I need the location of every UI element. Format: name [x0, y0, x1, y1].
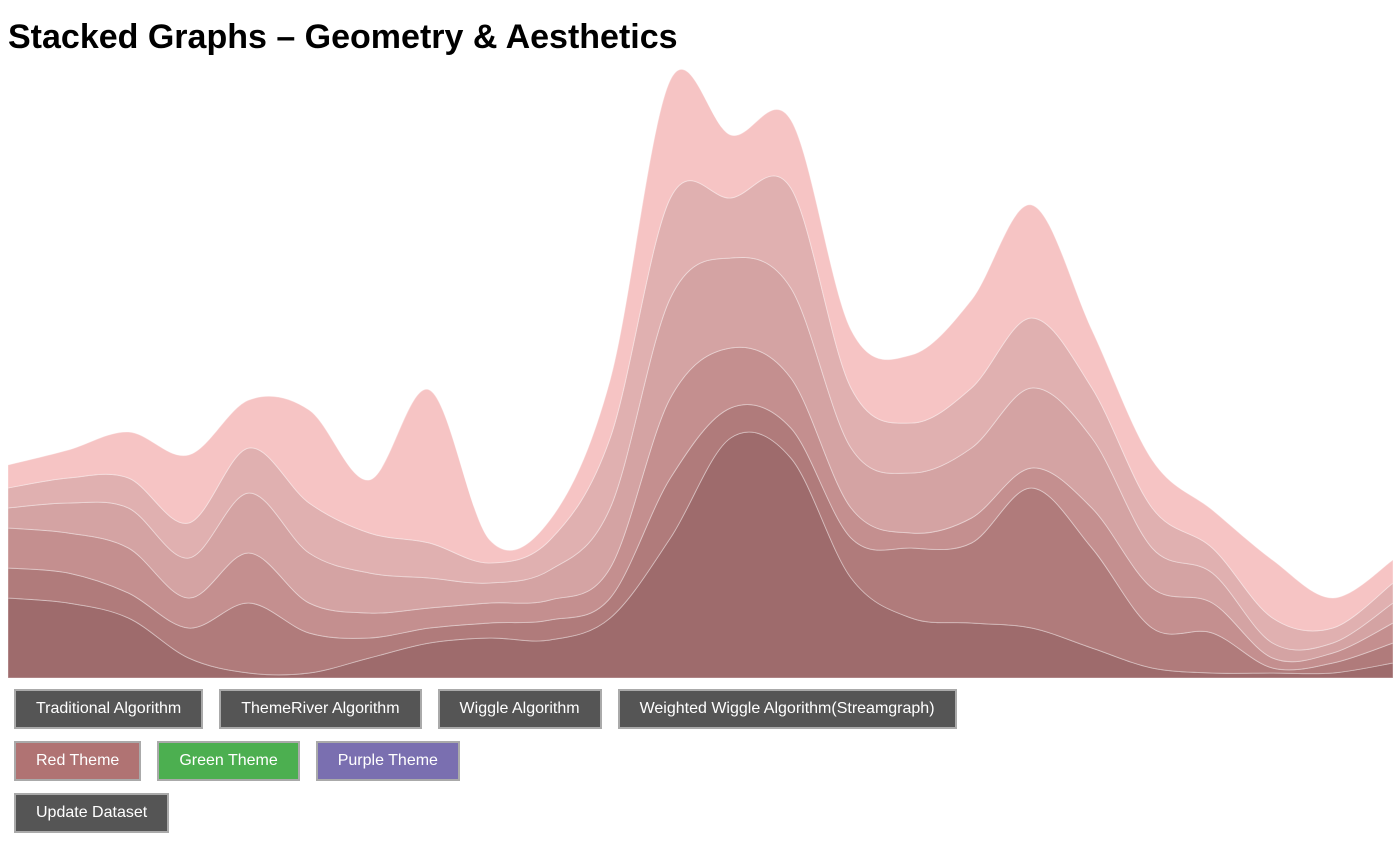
chart — [7, 69, 1394, 679]
dataset-button[interactable]: Update Dataset — [14, 793, 170, 833]
theme-button[interactable]: Green Theme — [157, 741, 300, 781]
dataset-buttons: Update Dataset — [14, 793, 170, 833]
theme-button[interactable]: Red Theme — [14, 741, 142, 781]
page-title: Stacked Graphs – Geometry & Aesthetics — [8, 18, 678, 56]
theme-button[interactable]: Purple Theme — [315, 741, 460, 781]
theme-buttons: Red Theme Green Theme Purple Theme — [14, 741, 460, 781]
algorithm-button[interactable]: Wiggle Algorithm — [437, 689, 602, 729]
algorithm-button[interactable]: Traditional Algorithm — [14, 689, 204, 729]
stream-layer — [7, 69, 1394, 632]
algorithm-button[interactable]: ThemeRiver Algorithm — [219, 689, 422, 729]
algorithm-buttons: Traditional Algorithm ThemeRiver Algorit… — [14, 689, 957, 729]
stream-layer — [7, 256, 1394, 663]
algorithm-button[interactable]: Weighted Wiggle Algorithm(Streamgraph) — [617, 689, 957, 729]
